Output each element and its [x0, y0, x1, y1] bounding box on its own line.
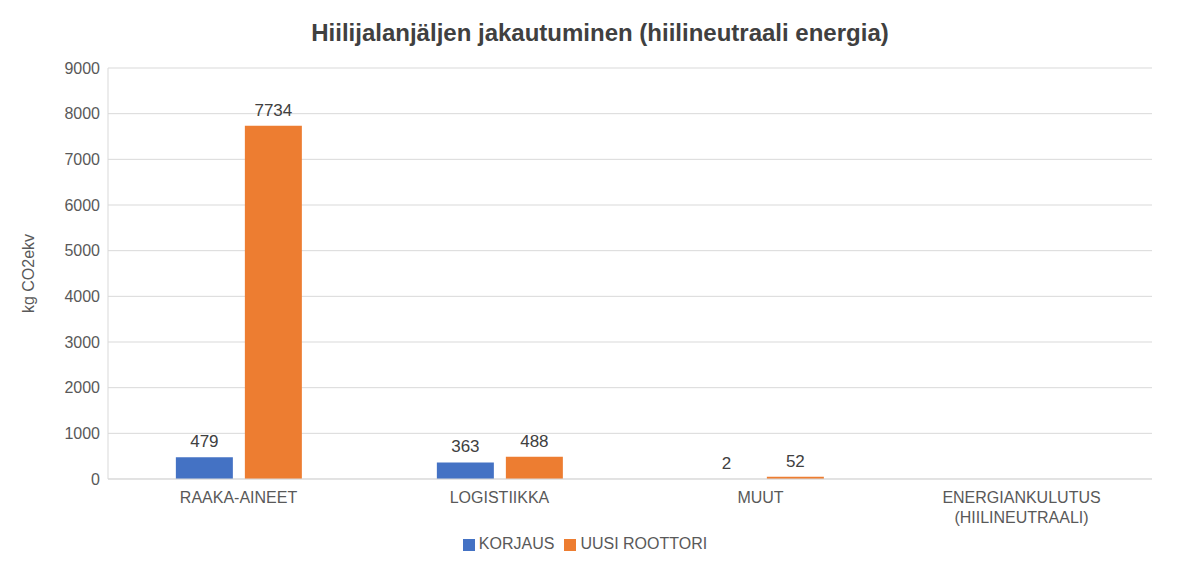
svg-text:0: 0 [91, 471, 100, 488]
svg-text:7000: 7000 [64, 151, 100, 168]
html-text:UUSI ROOTTORI: UUSI ROOTTORI [580, 535, 708, 552]
svg-text:4000: 4000 [64, 288, 100, 305]
html-text:KORJAUS: KORJAUS [478, 535, 555, 552]
svg-text:8000: 8000 [64, 105, 100, 122]
svg-text:7734: 7734 [254, 101, 292, 120]
svg-text:2: 2 [722, 454, 731, 473]
svg-text:488: 488 [520, 432, 548, 451]
svg-text:1000: 1000 [64, 425, 100, 442]
svg-text:363: 363 [451, 437, 479, 456]
svg-text:(HIILINEUTRAALI): (HIILINEUTRAALI) [954, 509, 1088, 526]
svg-text:5000: 5000 [64, 242, 100, 259]
svg-text:LOGISTIIKKA: LOGISTIIKKA [450, 489, 550, 506]
svg-text:RAAKA-AINEET: RAAKA-AINEET [180, 489, 298, 506]
svg-text:2000: 2000 [64, 379, 100, 396]
svg-text:3000: 3000 [64, 334, 100, 351]
svg-text:52: 52 [786, 452, 805, 471]
html-text:Hiilijalanjäljen jakautuminen: Hiilijalanjäljen jakautuminen (hiilineut… [311, 19, 889, 46]
svg-text:479: 479 [190, 432, 218, 451]
svg-text:kg CO2ekv: kg CO2ekv [20, 234, 37, 313]
svg-text:ENERGIANKULUTUS: ENERGIANKULUTUS [942, 489, 1100, 506]
svg-text:9000: 9000 [64, 60, 100, 77]
svg-text:6000: 6000 [64, 197, 100, 214]
svg-text:MUUT: MUUT [737, 489, 783, 506]
